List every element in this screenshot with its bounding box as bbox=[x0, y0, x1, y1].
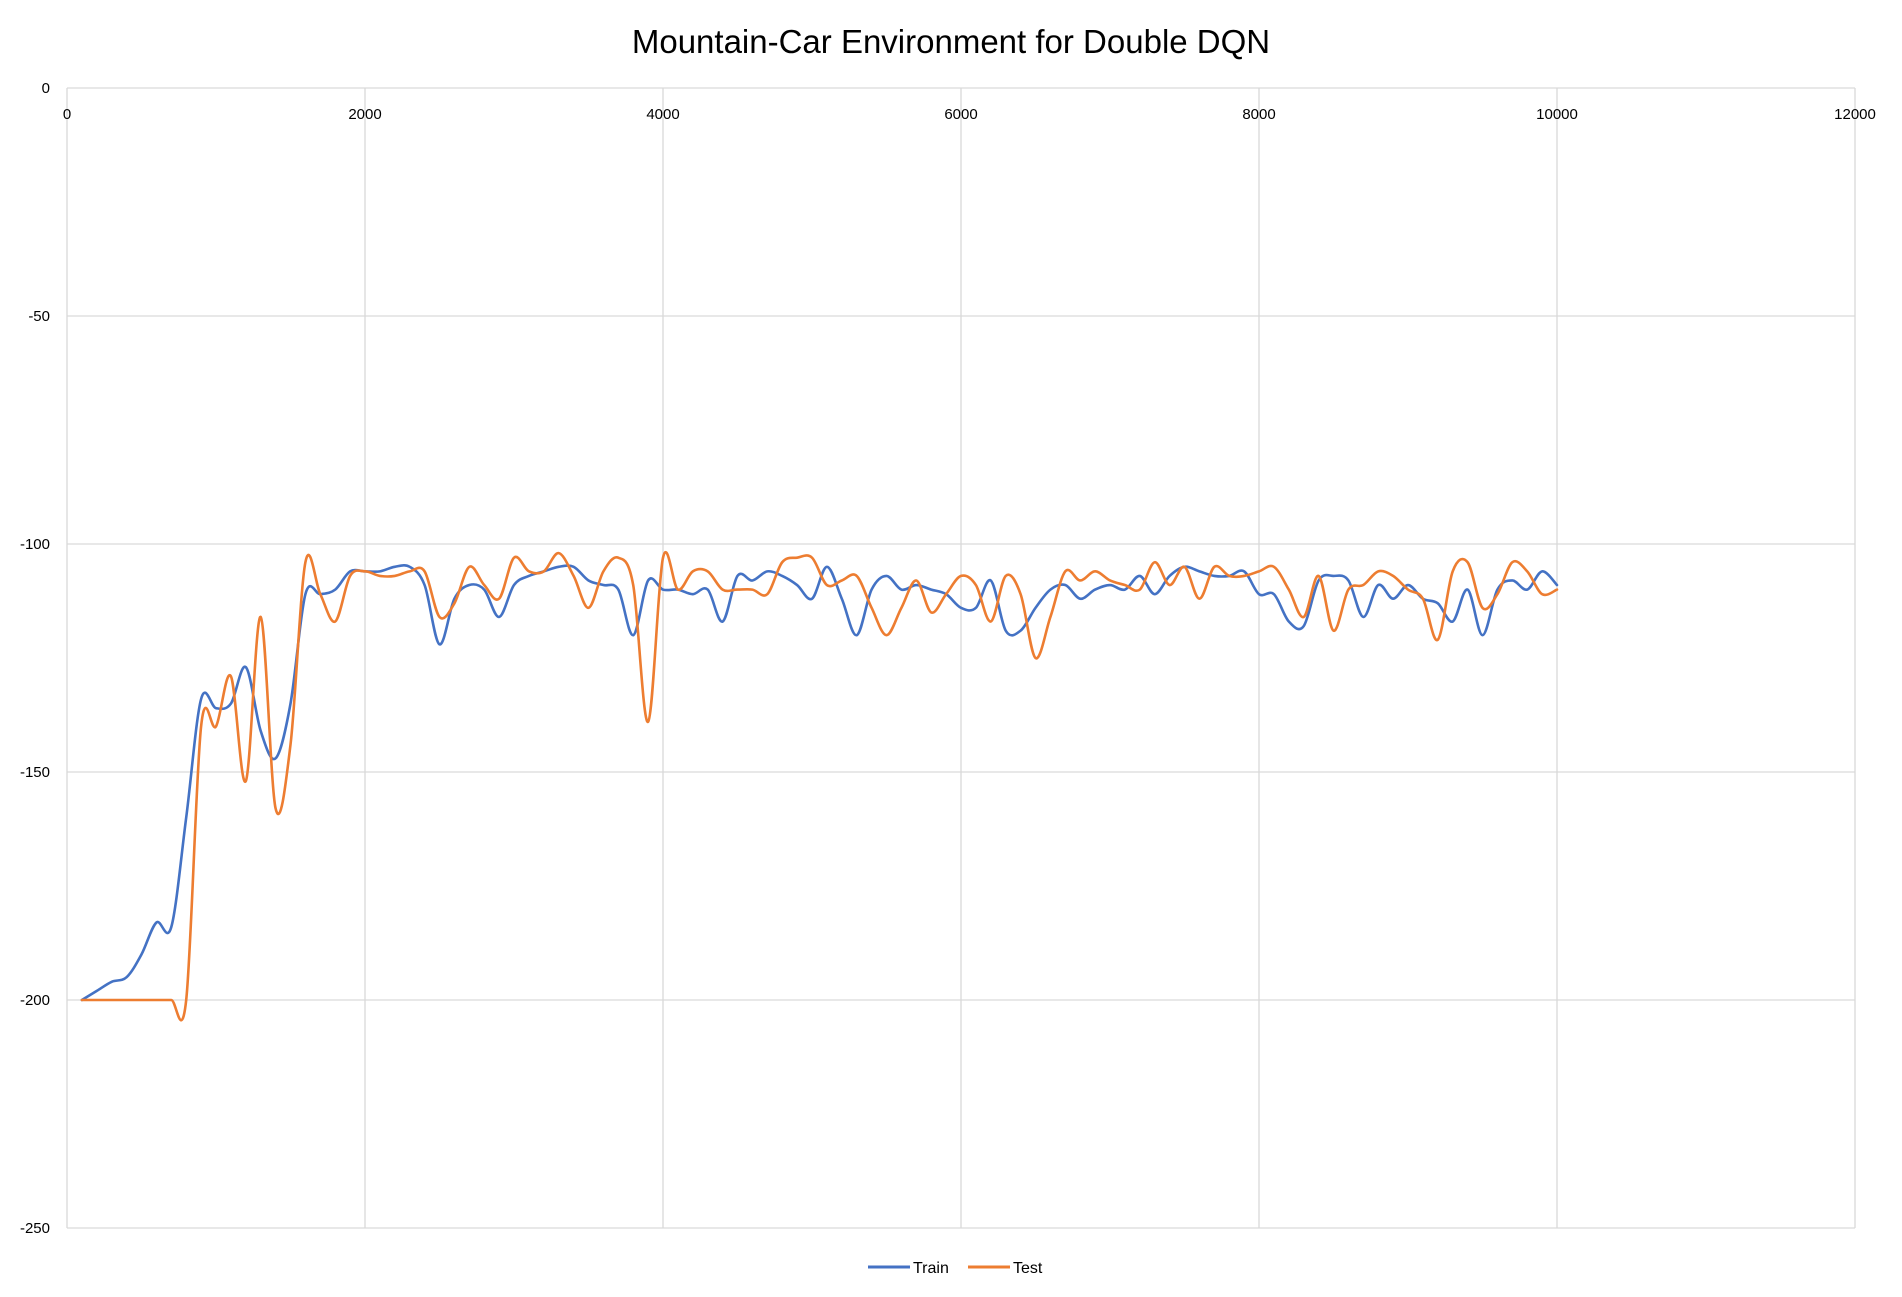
series-lines bbox=[80, 551, 1559, 1022]
legend-item-train: Train bbox=[868, 1260, 949, 1277]
x-tick-label: 12000 bbox=[1834, 106, 1876, 123]
x-tick-label: 4000 bbox=[646, 106, 679, 123]
x-tick-label: 10000 bbox=[1536, 106, 1578, 123]
legend-label: Train bbox=[913, 1260, 949, 1277]
y-tick-label: -250 bbox=[20, 1220, 50, 1237]
x-tick-label: 2000 bbox=[348, 106, 381, 123]
legend-label: Test bbox=[1013, 1260, 1043, 1277]
x-tick-label: 6000 bbox=[944, 106, 977, 123]
series-line-test bbox=[80, 551, 1559, 1022]
series-line-train bbox=[80, 563, 1559, 1002]
y-tick-label: -50 bbox=[28, 308, 50, 325]
y-tick-label: -150 bbox=[20, 764, 50, 781]
legend: Train Test bbox=[868, 1260, 1043, 1277]
gridlines bbox=[66, 87, 1856, 1229]
y-tick-label: 0 bbox=[42, 80, 50, 97]
y-tick-label: -200 bbox=[20, 992, 50, 1009]
chart-title: Mountain-Car Environment for Double DQN bbox=[632, 23, 1270, 60]
x-tick-label: 0 bbox=[63, 106, 71, 123]
x-tick-label: 8000 bbox=[1242, 106, 1275, 123]
tick-labels: 0 -50 -100 -150 -200 -250 0 2000 4000 6000 8000 100… bbox=[20, 80, 1876, 1237]
y-tick-label: -100 bbox=[20, 536, 50, 553]
legend-item-test: Test bbox=[968, 1260, 1043, 1277]
